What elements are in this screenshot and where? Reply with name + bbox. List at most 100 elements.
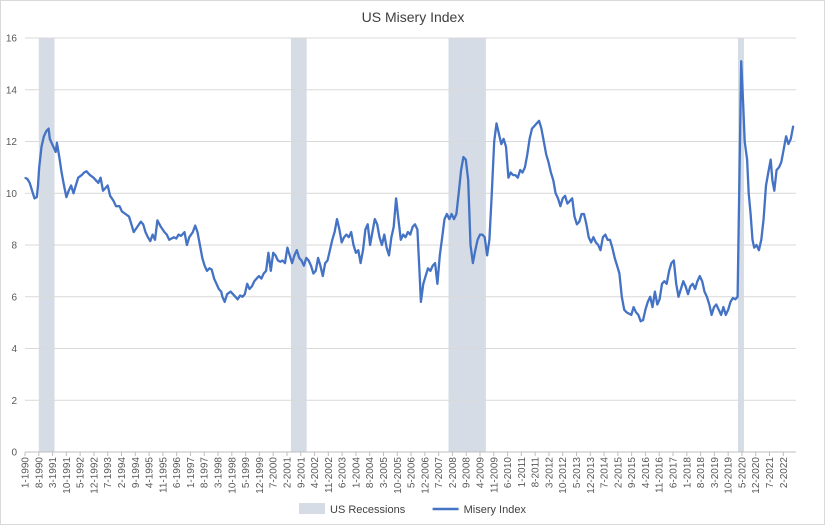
x-tick-label: 7-2021 (765, 457, 776, 489)
x-tick-label: 10-2005 (393, 457, 404, 494)
data-point (458, 192, 460, 194)
data-point (113, 200, 115, 202)
data-point (651, 306, 654, 308)
data-point (740, 60, 742, 62)
data-point (767, 171, 769, 174)
data-point (232, 293, 234, 295)
x-tick-label: 5-2006 (407, 457, 418, 489)
data-point (486, 254, 488, 256)
data-point (100, 177, 102, 179)
data-point (533, 125, 535, 127)
x-tick-label: 1-2018 (682, 457, 693, 489)
data-point (263, 272, 265, 275)
data-point (583, 213, 585, 215)
data-point (360, 262, 362, 264)
data-point (677, 296, 680, 298)
x-tick-label: 12-2006 (420, 457, 431, 494)
data-point (170, 237, 173, 240)
data-point (540, 127, 543, 130)
data-point (336, 218, 338, 220)
data-point (350, 231, 352, 233)
data-point (787, 143, 790, 145)
data-point (443, 218, 446, 220)
data-point (566, 203, 569, 205)
data-point (58, 156, 60, 158)
data-point (547, 161, 550, 163)
data-point (545, 153, 547, 156)
data-point (446, 213, 448, 215)
gridlines (25, 37, 796, 453)
data-point (427, 267, 429, 269)
data-point (592, 236, 595, 238)
data-point (640, 320, 642, 322)
data-point (495, 122, 498, 124)
data-point (711, 314, 713, 316)
data-point (484, 236, 486, 238)
data-point (175, 237, 177, 240)
data-point (378, 236, 381, 238)
data-point (755, 244, 758, 246)
data-point (104, 187, 106, 189)
data-point (729, 301, 732, 303)
data-point (317, 257, 319, 259)
data-point (400, 239, 402, 241)
data-point (92, 177, 95, 179)
data-point (422, 283, 424, 285)
data-point (663, 280, 665, 282)
data-point (265, 270, 267, 272)
x-tick-label: 4-2009 (475, 457, 486, 489)
data-point (771, 179, 773, 181)
x-tick-label: 2-1994 (117, 457, 128, 489)
data-point (687, 293, 689, 295)
data-point (348, 236, 350, 238)
data-point (381, 244, 383, 246)
legend-label: US Recessions (330, 504, 406, 516)
data-point (751, 239, 754, 241)
data-point (407, 231, 409, 233)
data-point (765, 184, 767, 187)
data-point (734, 298, 736, 300)
data-point (699, 275, 701, 277)
data-point (675, 283, 677, 285)
data-point (628, 312, 630, 315)
data-point (160, 226, 162, 228)
data-point (369, 244, 371, 246)
data-point (63, 184, 65, 187)
legend-swatch-recessions (299, 503, 325, 514)
data-point (397, 218, 400, 220)
data-point (529, 138, 531, 140)
data-point (706, 296, 708, 298)
data-point (211, 268, 213, 271)
data-point (790, 138, 792, 140)
data-point (732, 297, 734, 299)
data-point (308, 259, 310, 262)
data-point (284, 262, 286, 264)
x-tick-label: 12-2020 (751, 457, 762, 494)
data-point (604, 234, 606, 236)
data-point (416, 228, 418, 231)
data-point (557, 197, 559, 200)
x-tick-label: 3-2012 (544, 457, 555, 489)
data-point (420, 301, 422, 303)
y-tick-label: 12 (6, 137, 18, 148)
data-point (633, 306, 635, 308)
data-point (618, 272, 621, 275)
data-point (419, 275, 421, 277)
data-point (246, 283, 248, 285)
data-point (315, 270, 317, 272)
data-point (713, 306, 715, 308)
data-point (256, 278, 258, 280)
x-tick-label: 6-2017 (669, 457, 680, 489)
data-point (512, 174, 514, 176)
data-point (503, 138, 505, 140)
data-point (97, 182, 99, 184)
x-tick-label: 3-1998 (214, 457, 225, 489)
data-point (300, 259, 303, 262)
x-tick-label: 4-2016 (641, 457, 652, 489)
data-point (48, 127, 50, 130)
data-point (441, 236, 443, 238)
data-point (272, 252, 274, 254)
data-point (689, 285, 691, 287)
x-tick-label: 10-2012 (558, 457, 569, 494)
data-point (715, 303, 717, 306)
